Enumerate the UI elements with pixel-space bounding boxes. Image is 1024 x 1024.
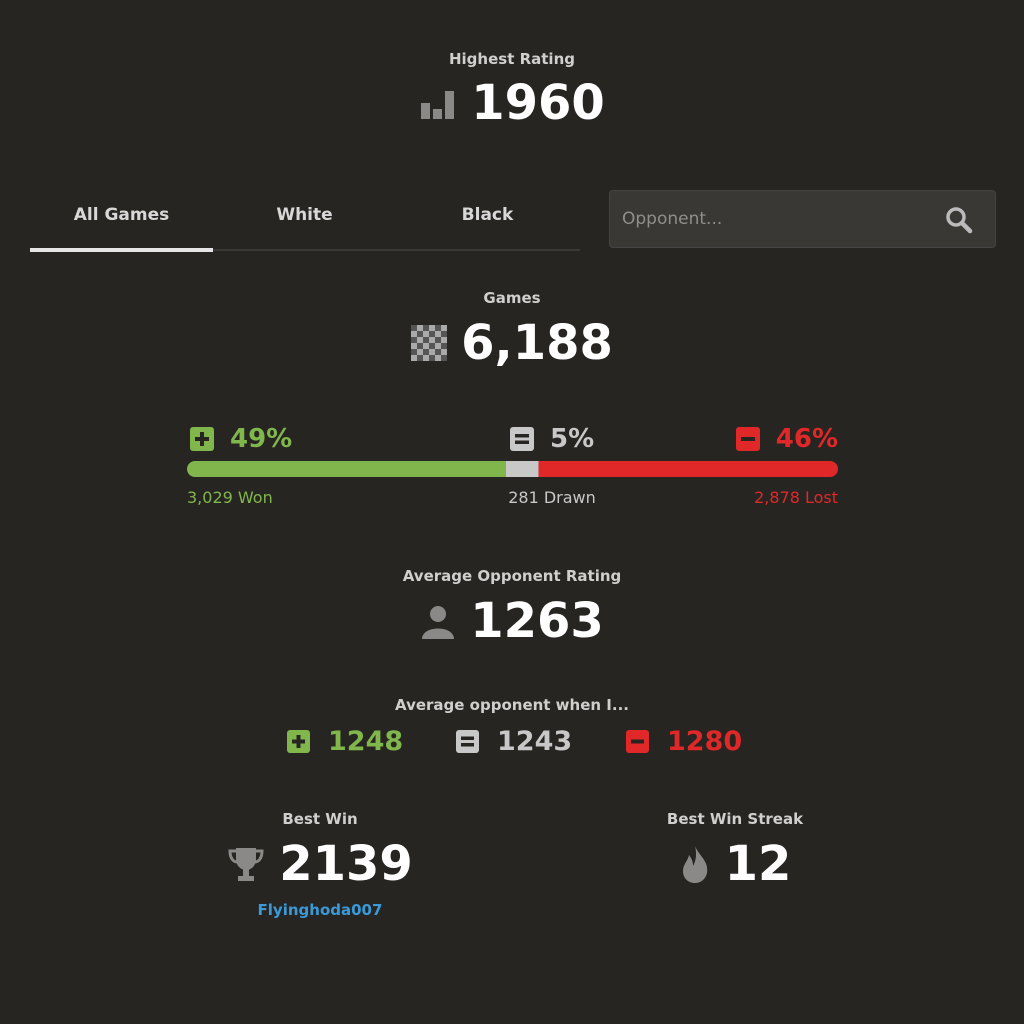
- avg-when-drawn: 1243: [456, 726, 572, 757]
- highest-rating-row: 1960: [0, 75, 1024, 131]
- highest-rating-value: 1960: [471, 75, 605, 131]
- avg-opponent-row: 1263: [0, 593, 1024, 649]
- best-streak-label: Best Win Streak: [666, 810, 804, 828]
- best-streak-value: 12: [724, 836, 792, 892]
- avg-when-drawn-value: 1243: [497, 726, 573, 757]
- highest-rating-label: Highest Rating: [448, 50, 575, 68]
- avg-when-won: 1248: [287, 726, 403, 757]
- result-segment: [538, 461, 838, 477]
- person-icon: [422, 606, 455, 639]
- avg-opponent-label: Average Opponent Rating: [402, 567, 622, 585]
- tab-all-games[interactable]: All Games: [73, 205, 170, 225]
- best-win-value: 2139: [279, 836, 413, 892]
- equal-icon: [510, 427, 534, 451]
- result-segment: [505, 461, 539, 477]
- plus-icon: [190, 427, 214, 451]
- lost-count: 2,878 Lost: [754, 488, 838, 507]
- equal-icon: [456, 730, 479, 753]
- best-win-opponent-link[interactable]: Flyinghoda007: [257, 901, 383, 919]
- won-percent-text: 49%: [230, 424, 293, 454]
- drawn-count: 281 Drawn: [508, 488, 596, 507]
- result-segment: [187, 461, 506, 477]
- won-count: 3,029 Won: [187, 488, 273, 507]
- drawn-percent-text: 5%: [550, 424, 595, 454]
- trophy-icon: [228, 848, 264, 881]
- best-win-row: 2139: [170, 836, 470, 892]
- results-bar: [187, 461, 838, 477]
- best-win-label: Best Win: [282, 810, 358, 828]
- drawn-percent: 5%: [510, 424, 594, 454]
- avg-when-won-value: 1248: [328, 726, 404, 757]
- avg-when-lost: 1280: [626, 726, 742, 757]
- tab-divider: [30, 249, 580, 251]
- games-value: 6,188: [461, 315, 613, 371]
- tab-black[interactable]: Black: [461, 205, 514, 225]
- board-icon: [411, 325, 448, 361]
- games-label: Games: [483, 289, 541, 307]
- avg-when-label: Average opponent when I...: [395, 696, 629, 714]
- avg-when-lost-value: 1280: [667, 726, 743, 757]
- search-icon[interactable]: [945, 206, 973, 234]
- search-box[interactable]: Opponent...: [609, 190, 996, 248]
- tab-white[interactable]: White: [276, 205, 333, 225]
- tab-active-underline: [30, 248, 213, 252]
- search-placeholder: Opponent...: [622, 209, 723, 229]
- minus-icon: [626, 730, 649, 753]
- rating-icon: [421, 91, 455, 119]
- lost-percent: 46%: [735, 424, 838, 454]
- best-streak-row: 12: [585, 836, 885, 892]
- games-row: 6,188: [0, 315, 1024, 371]
- won-percent: 49%: [190, 424, 292, 454]
- plus-icon: [287, 730, 310, 753]
- minus-icon: [735, 427, 760, 451]
- avg-opponent-value: 1263: [470, 593, 604, 649]
- flame-icon: [682, 846, 707, 883]
- lost-percent-text: 46%: [775, 424, 838, 454]
